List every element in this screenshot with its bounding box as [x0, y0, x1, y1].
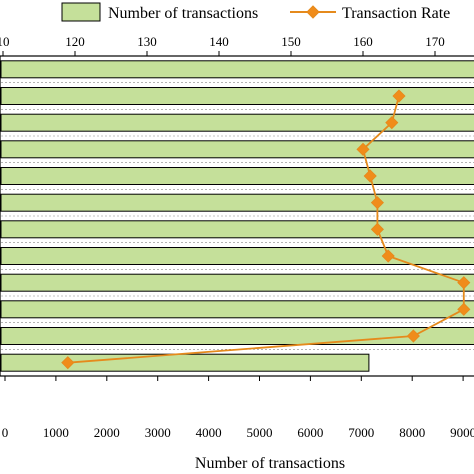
- bottom-tick-label-7: 7000: [348, 425, 374, 440]
- bottom-tick-label-4: 4000: [196, 425, 222, 440]
- rate-point-10: [406, 329, 420, 343]
- bottom-axis: 0 1000 2000 3000 4000 5000 6000 7000 8000 9000: [2, 376, 474, 440]
- top-tick-label-5: 160: [353, 34, 373, 49]
- bar-6: [0, 220, 474, 239]
- rate-point-9: [457, 302, 471, 316]
- bar-9: [0, 300, 474, 319]
- rate-point-2: [385, 116, 399, 130]
- bar-8: [0, 273, 474, 292]
- rate-point-6: [370, 222, 384, 236]
- bottom-tick-label-9: 9000: [450, 425, 474, 440]
- plot-frame: [0, 55, 474, 377]
- rate-point-3: [356, 142, 370, 156]
- top-tick-label-3: 140: [209, 34, 229, 49]
- legend-entry-line: Transaction Rate: [342, 5, 450, 22]
- bottom-tick-label-2: 2000: [94, 425, 120, 440]
- bar-5: [0, 193, 474, 212]
- top-tick-label-1: 120: [65, 34, 85, 49]
- bottom-axis-title: Number of transactions: [195, 455, 345, 472]
- rate-point-4: [363, 169, 377, 183]
- bar-3: [0, 140, 474, 159]
- bar-7: [0, 247, 474, 265]
- rate-line-layer: [61, 89, 471, 370]
- rate-point-5: [370, 196, 384, 210]
- rate-point-7: [381, 249, 395, 263]
- bottom-tick-label-1: 1000: [43, 425, 69, 440]
- bars-layer: [0, 60, 474, 372]
- bar-11: [0, 353, 370, 372]
- bar-1: [0, 87, 474, 105]
- bar-2: [0, 113, 474, 132]
- legend-marker-swatch: [306, 5, 320, 19]
- rate-point-8: [457, 276, 471, 290]
- bottom-tick-label-6: 6000: [297, 425, 323, 440]
- bottom-tick-label-8: 8000: [399, 425, 425, 440]
- bottom-tick-label-0: 0: [2, 425, 9, 440]
- bottom-tick-label-5: 5000: [247, 425, 273, 440]
- legend-entry-bars: Number of transactions: [108, 5, 258, 22]
- bottom-tick-label-3: 3000: [145, 425, 171, 440]
- legend: Number of transactions Transaction Rate: [61, 2, 450, 22]
- rate-point-1: [392, 89, 406, 103]
- top-tick-label-4: 150: [281, 34, 301, 49]
- bar-0: [0, 60, 474, 79]
- top-tick-label-2: 130: [137, 34, 157, 49]
- rate-point-11: [61, 356, 75, 370]
- top-tick-label-6: 170: [425, 34, 445, 49]
- top-axis: 10 120 130 140 150 160 170: [0, 34, 445, 56]
- top-tick-label-0: 10: [0, 34, 10, 49]
- bar-4: [0, 167, 474, 185]
- legend-bar-swatch: [61, 2, 101, 22]
